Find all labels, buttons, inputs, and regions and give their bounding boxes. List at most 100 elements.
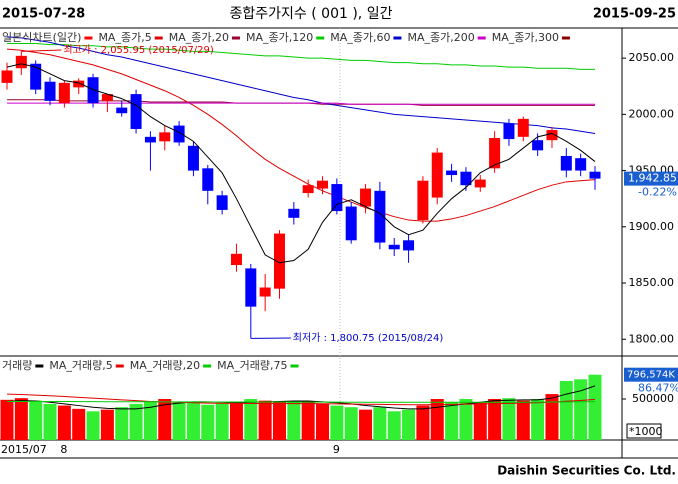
y-tick-label: 1800.00 (629, 332, 675, 345)
candle-body (517, 118, 529, 137)
legend-label: MA_종가,200 (407, 31, 474, 44)
volume-bar (272, 402, 286, 440)
volume-bar (359, 409, 373, 440)
candle-body (360, 188, 372, 207)
ma-line (6, 63, 596, 264)
volume-bar (100, 409, 114, 440)
candle-body (30, 63, 42, 90)
legend-label: MA_거래량,75 (217, 359, 287, 372)
volume-bar (502, 398, 516, 440)
volume-bar (488, 399, 502, 440)
candle-body (116, 107, 128, 114)
candle-body (532, 140, 544, 151)
legend-swatch (477, 36, 486, 40)
volume-bar (588, 374, 602, 440)
volume-bar (0, 399, 14, 440)
legend-label: MA_종가,300 (492, 31, 559, 44)
volume-bar (14, 398, 28, 440)
candle-body (144, 136, 156, 143)
volume-bar (43, 403, 57, 440)
candle-body (474, 179, 486, 188)
candle-body (317, 180, 329, 189)
volume-bar (473, 402, 487, 440)
candle-body (403, 240, 415, 251)
volume-bar (445, 402, 459, 440)
candle-body (575, 158, 587, 171)
volume-bar (115, 407, 129, 440)
volume-bar (229, 401, 243, 440)
candle-body (273, 233, 285, 289)
volume-bar (516, 400, 530, 440)
legend-swatch (154, 36, 163, 40)
chart-title: 종합주가지수 ( 001 ), 일간 (230, 6, 393, 22)
candle-body (187, 145, 199, 171)
legend-label: MA_종가,120 (246, 31, 313, 44)
x-tick-label: 8 (60, 443, 67, 456)
candle-body (159, 132, 171, 142)
candle-body (331, 184, 343, 212)
legend-label: 거래량 (2, 359, 32, 372)
legend-swatch (84, 36, 93, 40)
candle-body (15, 55, 27, 69)
volume-ma-line (6, 393, 596, 406)
volume-bar (215, 403, 229, 440)
footer: Daishin Securities Co. Ltd. (497, 464, 676, 478)
candle-body (230, 253, 242, 266)
volume-bar (29, 400, 43, 440)
volume-bar (531, 399, 545, 440)
ma-line (6, 48, 596, 222)
annotation: 최저가 : 1,800.75 (2015/08/24) (293, 332, 444, 344)
x-tick-label: 2015/07 (1, 443, 47, 456)
volume-bar (459, 399, 473, 440)
candle-body (216, 195, 228, 210)
x-tick-label: 9 (333, 443, 340, 456)
candle-body (302, 185, 314, 194)
volume-bar (559, 380, 573, 440)
legend-swatch (231, 36, 240, 40)
last-label: 796,574K (627, 370, 675, 381)
volume-bar (373, 407, 387, 440)
legend-swatch (35, 364, 44, 368)
candle-body (173, 125, 185, 143)
volume-bar (86, 411, 100, 440)
y-tick-label: 2000.00 (629, 107, 675, 120)
candle-body (245, 268, 257, 307)
y-tick-label: 500000 (632, 392, 674, 405)
candle-body (546, 130, 558, 141)
last-label: 1,942.85 (628, 172, 677, 185)
volume-bar (258, 400, 272, 440)
start-date: 2015-07-28 (2, 7, 85, 22)
candle-body (1, 70, 13, 83)
annotation-line (21, 49, 62, 52)
volume-bar (344, 407, 358, 440)
legend-label: MA_거래량,20 (130, 359, 200, 372)
y-tick-label: 2050.00 (629, 51, 675, 64)
volume-bar (186, 401, 200, 440)
volume-ma-line (6, 385, 596, 410)
unit-label: *1000 (629, 425, 663, 438)
change-label: 86.47% (638, 382, 678, 395)
candle-body (446, 170, 458, 176)
legend-label: MA_거래량,5 (49, 359, 112, 372)
legend-swatch (290, 364, 299, 368)
candle-body (460, 171, 472, 186)
volume-bar (574, 379, 588, 440)
legend-swatch (316, 36, 325, 40)
candle-body (503, 123, 515, 140)
candle-body (58, 82, 70, 104)
candle-body (374, 190, 386, 243)
unit-box (626, 423, 662, 439)
legend-swatch (393, 36, 402, 40)
ma-line (6, 36, 596, 134)
volume-bar (143, 401, 157, 440)
candle-body (73, 80, 85, 88)
candle-body (288, 208, 300, 218)
candle-body (259, 287, 271, 297)
last-box (624, 367, 678, 382)
volume-bar (201, 404, 215, 440)
candle-body (87, 77, 99, 104)
volume-bar (244, 399, 258, 440)
volume-bar (129, 403, 143, 440)
y-tick-label: 1850.00 (629, 276, 675, 289)
